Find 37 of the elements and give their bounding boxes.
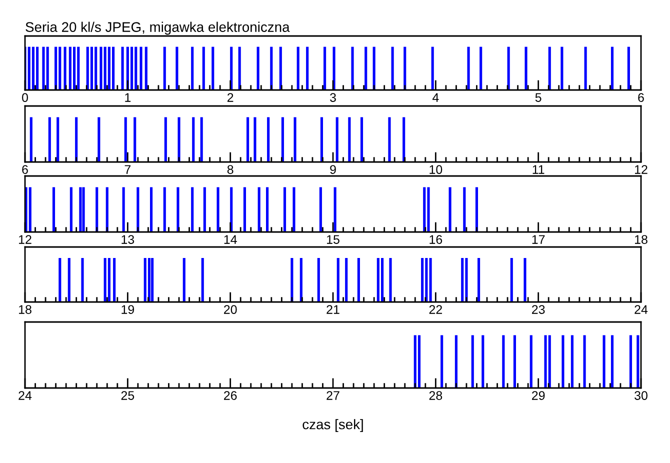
chart-title: Seria 20 kl/s JPEG, migawka elektroniczna bbox=[26, 22, 290, 35]
x-tick-label: 4 bbox=[432, 93, 439, 102]
x-tick-label: 1 bbox=[125, 93, 131, 102]
x-tick-label: 12 bbox=[635, 165, 648, 174]
x-tick-label: 8 bbox=[227, 165, 234, 174]
x-tick-label: 18 bbox=[635, 235, 648, 244]
x-axis-title: czas [sek] bbox=[302, 419, 363, 432]
x-tick-label: 9 bbox=[330, 165, 336, 174]
x-tick-label: 12 bbox=[19, 235, 32, 244]
x-tick-label: 6 bbox=[22, 165, 28, 174]
x-tick-label: 0 bbox=[22, 93, 28, 102]
x-tick-label: 27 bbox=[326, 391, 340, 400]
x-tick-label: 2 bbox=[227, 93, 234, 102]
x-tick-label: 10 bbox=[430, 165, 442, 174]
x-tick-label: 21 bbox=[326, 305, 340, 314]
x-tick-label: 11 bbox=[532, 165, 544, 174]
x-tick-label: 19 bbox=[122, 305, 134, 314]
x-tick-label: 28 bbox=[429, 391, 442, 400]
x-tick-label: 5 bbox=[535, 93, 542, 102]
x-tick-label: 16 bbox=[430, 235, 442, 244]
x-tick-label: 13 bbox=[122, 235, 134, 244]
x-tick-label: 24 bbox=[18, 391, 32, 400]
x-tick-label: 18 bbox=[19, 305, 32, 314]
x-tick-label: 20 bbox=[224, 305, 237, 314]
x-tick-label: 7 bbox=[124, 165, 131, 174]
x-tick-label: 3 bbox=[330, 93, 336, 102]
x-tick-label: 25 bbox=[121, 391, 134, 400]
x-tick-label: 30 bbox=[634, 391, 648, 400]
x-tick-label: 6 bbox=[638, 93, 644, 102]
x-tick-label: 14 bbox=[224, 235, 237, 244]
x-tick-label: 26 bbox=[224, 391, 237, 400]
x-tick-label: 17 bbox=[532, 235, 545, 244]
x-tick-label: 29 bbox=[532, 391, 545, 400]
x-tick-label: 22 bbox=[429, 305, 442, 314]
x-tick-label: 15 bbox=[327, 235, 340, 244]
x-tick-label: 24 bbox=[634, 305, 648, 314]
x-tick-label: 23 bbox=[532, 305, 545, 314]
